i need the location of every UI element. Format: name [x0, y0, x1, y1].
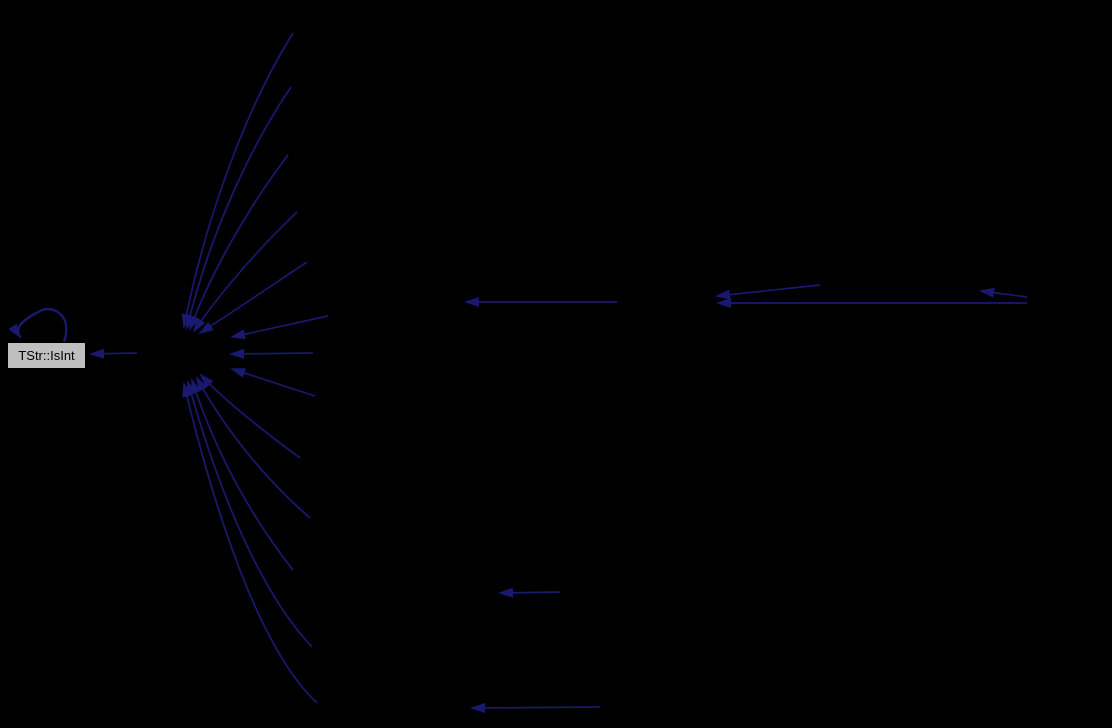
node-tstr-isint[interactable]	[7, 342, 86, 369]
caller-line-horizontal	[229, 348, 314, 359]
far-right-arrow-short	[979, 287, 1028, 298]
edge-hub-to-tstr-isint	[89, 348, 138, 359]
caller-curve-top-5	[198, 261, 308, 335]
caller-line-lower-right	[230, 368, 316, 397]
mid-arrow-row2	[498, 587, 561, 598]
right-arrow-slant	[715, 284, 821, 300]
caller-curve-bottom-2	[196, 376, 311, 519]
caller-curve-bottom-4	[186, 380, 313, 648]
caller-curve-top-4	[192, 211, 298, 333]
caller-node-group: TStr::IsInt	[7, 342, 86, 369]
caller-curve-bottom-5	[182, 382, 318, 704]
caller-curve-bottom-3	[191, 378, 294, 571]
caller-line-upper-right	[230, 315, 329, 340]
caller-curve-top-3	[189, 154, 289, 331]
edge-arrows	[8, 32, 1028, 713]
self-loop-edge	[8, 307, 68, 343]
caller-curve-top-1	[181, 32, 294, 329]
caller-curve-bottom-1	[199, 373, 301, 459]
mid-arrow-row3	[470, 702, 601, 713]
caller-curve-top-2	[185, 86, 292, 330]
node-tstr-isint-label: TStr::IsInt	[18, 348, 75, 363]
